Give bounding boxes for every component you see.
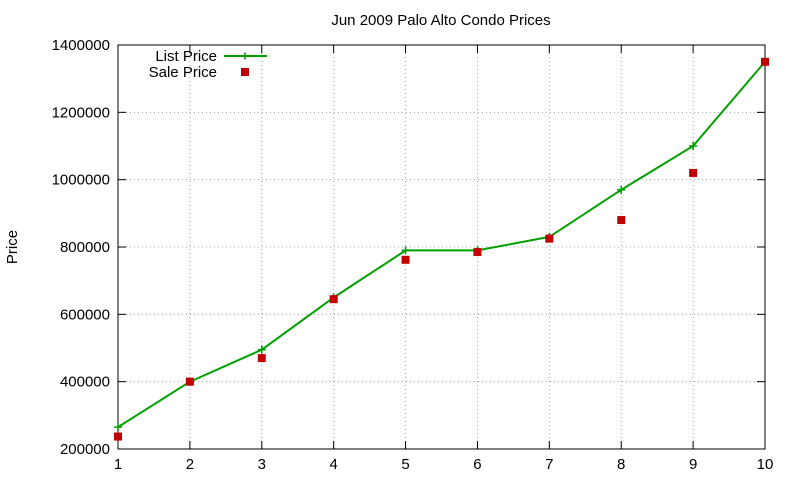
y-tick-label: 600000 xyxy=(60,306,110,323)
list-price-point xyxy=(114,423,122,432)
y-tick-label: 800000 xyxy=(60,239,110,256)
sale-price-point xyxy=(473,248,482,257)
list-price-point xyxy=(689,142,698,150)
sale-price-point xyxy=(401,255,410,264)
x-tick-label: 4 xyxy=(329,456,337,473)
list-price-point xyxy=(401,246,410,255)
list-price-point xyxy=(617,185,626,194)
list-price-point xyxy=(257,345,266,354)
y-tick-label: 1400000 xyxy=(52,37,110,54)
x-tick-label: 2 xyxy=(186,456,194,473)
y-tick-label: 1200000 xyxy=(52,104,110,121)
legend-label-list-price: List Price xyxy=(155,48,217,65)
x-tick-label: 10 xyxy=(757,456,774,473)
sale-price-point xyxy=(185,377,194,386)
legend-label-sale-price: Sale Price xyxy=(149,64,217,81)
x-tick-label: 3 xyxy=(258,456,266,473)
x-tick-label: 9 xyxy=(689,456,697,473)
x-tick-label: 1 xyxy=(114,456,122,473)
x-tick-label: 5 xyxy=(401,456,409,473)
sale-price-point xyxy=(689,168,698,177)
series-layer xyxy=(114,57,769,441)
y-tick-label: 1000000 xyxy=(52,172,110,189)
sale-price-point xyxy=(545,234,554,243)
y-tick-label: 400000 xyxy=(60,374,110,391)
legend-marker-list-price xyxy=(241,52,249,60)
series-line-list-price xyxy=(117,61,766,428)
x-tick-label: 8 xyxy=(617,456,625,473)
legend-marker-sale-price xyxy=(241,68,249,76)
axis-ticks: 2000004000006000008000001000000120000014… xyxy=(52,37,774,473)
y-tick-label: 200000 xyxy=(60,441,110,458)
x-tick-label: 7 xyxy=(545,456,553,473)
x-tick-label: 6 xyxy=(473,456,481,473)
sale-price-point xyxy=(329,295,338,304)
chart-title: Jun 2009 Palo Alto Condo Prices xyxy=(331,12,550,29)
y-axis-label: Price xyxy=(4,230,21,264)
sale-price-point xyxy=(114,432,122,441)
grid-lines xyxy=(118,45,765,449)
plot-frame xyxy=(117,44,766,450)
sale-price-point xyxy=(761,57,769,66)
legend: List Price Sale Price xyxy=(149,48,267,81)
sale-price-point xyxy=(257,354,266,363)
sale-price-point xyxy=(617,216,626,225)
